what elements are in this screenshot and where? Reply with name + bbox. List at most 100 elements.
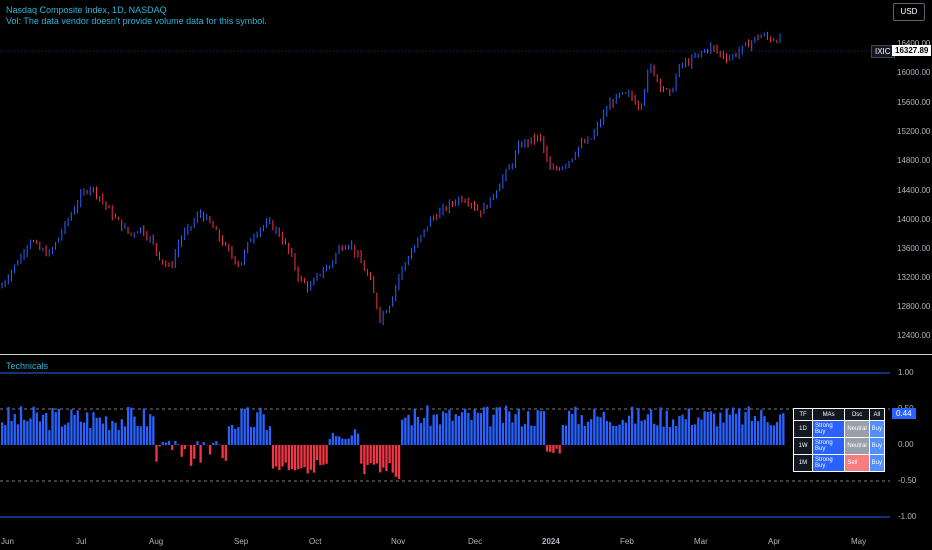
- osc-bar: [356, 433, 360, 445]
- osc-bar: [416, 416, 420, 445]
- chart-title: Nasdaq Composite Index, 1D, NASDAQ: [6, 5, 167, 15]
- osc-bar: [86, 412, 89, 445]
- osc-bar: [338, 436, 341, 445]
- osc-bar: [731, 407, 735, 445]
- osc-bar: [435, 414, 438, 445]
- osc-bar: [561, 424, 564, 445]
- osc-bar: [23, 419, 26, 445]
- price-tick-label: 15600.00: [897, 98, 931, 107]
- osc-bar: [92, 412, 95, 445]
- osc-bar: [631, 406, 634, 445]
- osc-bar: [637, 408, 640, 445]
- osc-bar: [728, 414, 731, 445]
- osc-bar: [505, 405, 508, 445]
- osc-bar: [297, 445, 300, 470]
- price-tick-label: 14400.00: [897, 186, 931, 195]
- osc-bar: [486, 406, 489, 445]
- osc-bar: [492, 414, 495, 445]
- osc-bar: [640, 420, 643, 445]
- price-tick-label: 14000.00: [897, 215, 931, 224]
- osc-bar: [769, 425, 772, 445]
- osc-bar: [690, 424, 694, 445]
- osc-bar: [29, 418, 32, 445]
- osc-bar: [16, 424, 20, 445]
- osc-bar: [316, 445, 319, 461]
- osc-bar: [388, 445, 391, 464]
- time-tick-label: Jun: [1, 537, 14, 546]
- osc-bar: [750, 421, 753, 445]
- osc-bar: [104, 416, 108, 445]
- currency-button[interactable]: USD: [893, 3, 925, 21]
- osc-bar: [700, 419, 703, 445]
- osc-bar: [10, 420, 13, 445]
- row-all: Buy: [868, 437, 886, 455]
- osc-bar: [253, 427, 256, 445]
- osc-bar: [445, 413, 448, 445]
- osc-bar: [95, 417, 98, 445]
- osc-bar: [212, 442, 215, 445]
- table-row: 1W Strong Buy Neutral Buy: [793, 437, 886, 455]
- osc-bar: [722, 422, 725, 445]
- osc-bar: [687, 408, 690, 445]
- row-mas: Strong Buy: [811, 454, 846, 472]
- osc-bar: [249, 427, 253, 445]
- last-price-label: 16327.89: [892, 45, 932, 56]
- osc-bar: [265, 430, 268, 445]
- osc-bar: [706, 411, 709, 445]
- osc-bar: [379, 445, 382, 473]
- osc-bar: [479, 413, 483, 445]
- osc-bar: [653, 423, 656, 445]
- osc-bar: [227, 426, 231, 445]
- osc-bar: [391, 445, 394, 473]
- osc-bar: [583, 425, 587, 445]
- time-tick-label: Dec: [468, 537, 483, 546]
- osc-bar: [240, 409, 243, 445]
- osc-bar: [38, 421, 42, 445]
- osc-bar: [309, 445, 312, 470]
- osc-bar: [360, 445, 363, 464]
- osc-bar: [101, 423, 105, 445]
- osc-bar: [397, 445, 401, 479]
- row-osc: Neutral: [844, 437, 870, 455]
- osc-bar: [473, 409, 476, 445]
- indicator-tick-label: -0.50: [898, 476, 917, 485]
- osc-bar: [385, 445, 388, 471]
- osc-bar: [180, 445, 183, 457]
- pane-separator[interactable]: [0, 354, 932, 355]
- osc-bar: [460, 412, 464, 445]
- price-chart[interactable]: [0, 0, 932, 354]
- time-tick-label: Apr: [768, 537, 781, 546]
- osc-bar: [268, 426, 272, 445]
- osc-bar: [716, 426, 719, 445]
- osc-bar: [763, 416, 766, 445]
- osc-bar: [467, 412, 470, 445]
- osc-bar: [57, 408, 60, 445]
- table-row: 1D Strong Buy Neutral Buy: [793, 420, 886, 438]
- time-tick-label: Feb: [620, 537, 634, 546]
- osc-bar: [271, 445, 275, 469]
- time-axis[interactable]: Jun Jul Aug Sep Oct Nov Dec 2024 Feb Mar Apr May: [0, 536, 932, 550]
- osc-bar: [464, 408, 467, 445]
- osc-bar: [602, 411, 605, 445]
- osc-bar: [142, 408, 146, 445]
- price-tick-label: 16000.00: [897, 68, 931, 77]
- osc-bar: [111, 421, 114, 445]
- osc-bar: [82, 422, 86, 445]
- osc-bar: [262, 414, 265, 445]
- osc-bar: [454, 414, 457, 445]
- osc-bar: [738, 408, 741, 445]
- osc-bar: [709, 411, 713, 445]
- osc-bar: [675, 425, 678, 445]
- osc-bar: [353, 429, 357, 445]
- osc-bar: [177, 444, 180, 445]
- osc-bar: [448, 409, 451, 445]
- osc-bar: [662, 426, 665, 445]
- osc-bar: [290, 445, 294, 470]
- osc-bar: [26, 421, 29, 445]
- osc-bar: [1, 422, 4, 445]
- time-tick-label: Jul: [76, 537, 87, 546]
- indicator-value-tag: 0.44: [892, 408, 916, 419]
- osc-bar: [643, 419, 646, 445]
- osc-bar: [331, 432, 335, 445]
- osc-bar: [123, 426, 127, 445]
